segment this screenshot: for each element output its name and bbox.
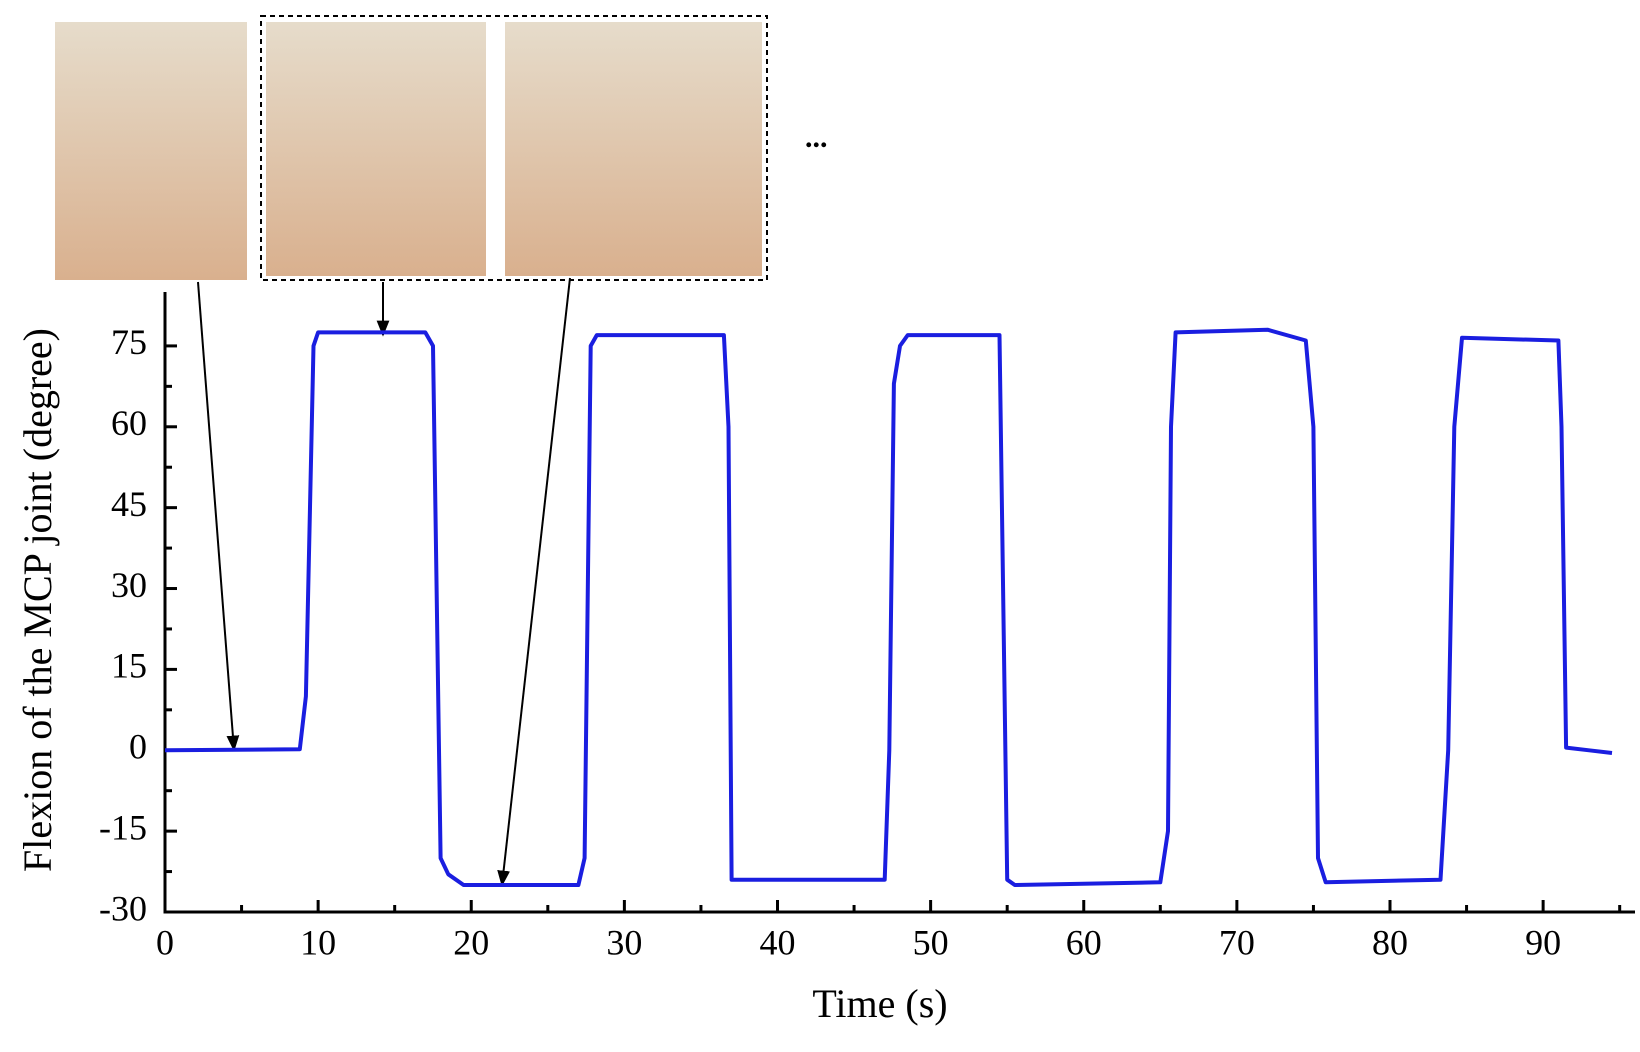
photo — [55, 22, 247, 280]
y-axis-label: Flexion of the MCP joint (degree) — [15, 328, 60, 872]
y-tick-label: -30 — [99, 888, 147, 928]
arrow — [497, 277, 571, 887]
y-tick-label: -15 — [99, 807, 147, 847]
arrow — [197, 281, 240, 752]
y-tick-label: 30 — [111, 565, 147, 605]
photo — [505, 22, 762, 276]
ellipsis: ... — [805, 121, 828, 154]
photo-group-box — [260, 15, 768, 281]
x-tick-label: 60 — [1066, 922, 1102, 962]
x-tick-label: 80 — [1372, 922, 1408, 962]
y-tick-label: 60 — [111, 403, 147, 443]
x-tick-label: 50 — [913, 922, 949, 962]
x-tick-label: 10 — [300, 922, 336, 962]
y-tick-label: 0 — [129, 727, 147, 767]
x-tick-label: 0 — [156, 922, 174, 962]
y-tick-label: 75 — [111, 322, 147, 362]
x-tick-label: 20 — [453, 922, 489, 962]
y-tick-label: 45 — [111, 484, 147, 524]
data-line — [164, 327, 1613, 887]
x-tick-label: 40 — [760, 922, 796, 962]
x-tick-label: 30 — [606, 922, 642, 962]
x-tick-label: 70 — [1219, 922, 1255, 962]
x-tick-label: 90 — [1525, 922, 1561, 962]
x-axis-label: Time (s) — [812, 981, 947, 1026]
photo — [266, 22, 486, 276]
y-tick-label: 15 — [111, 646, 147, 686]
